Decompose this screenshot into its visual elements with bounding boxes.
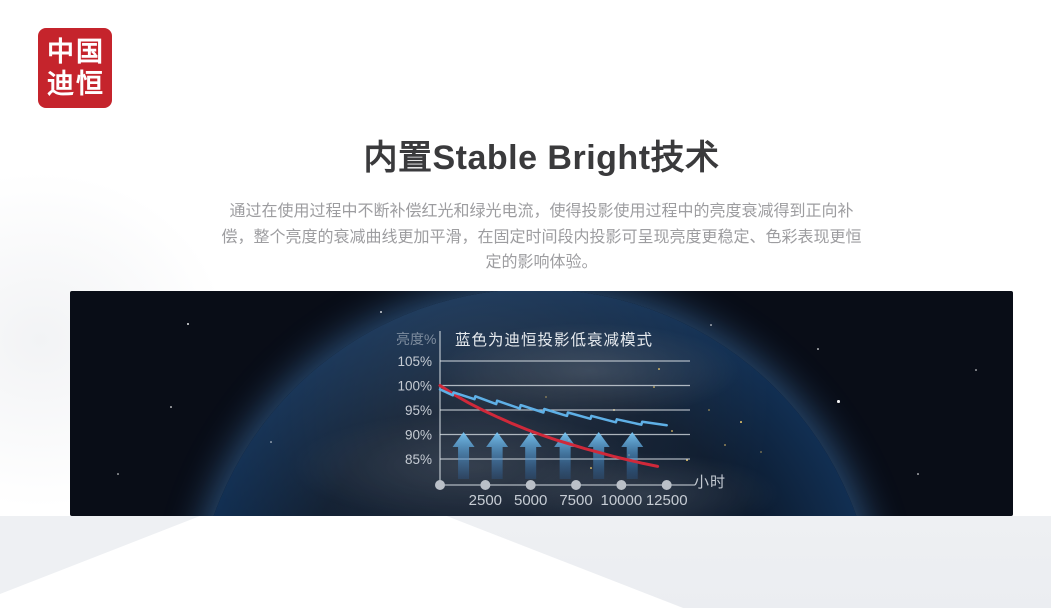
star-speck [837,400,840,403]
brightness-decay-chart: 亮度% 蓝色为迪恒投影低衰减模式 小时 105% 100% 95% 90% 85% 250… [70,291,1013,516]
star-speck [187,323,189,325]
svg-text:5000: 5000 [514,492,547,509]
compensation-arrow-icon [587,432,610,479]
city-light-speck [653,386,655,388]
compensation-arrow-icon [621,432,644,479]
compensation-arrow-icon [452,432,475,479]
city-light-speck [724,444,726,446]
city-light-speck [740,421,742,423]
star-speck [917,473,919,475]
hero-image-panel: 亮度% 蓝色为迪恒投影低衰减模式 小时 105% 100% 95% 90% 85% 250… [70,291,1013,516]
city-light-speck [686,459,688,461]
compensation-arrow-icon [519,432,542,479]
star-speck [817,348,819,350]
chart-canvas: 105% 100% 95% 90% 85% 2500 5000 7500 10000 12500 [397,331,695,509]
svg-text:100%: 100% [397,379,432,394]
x-axis-label: 小时 [694,474,727,491]
star-speck [117,473,119,475]
star-speck [170,406,172,408]
star-speck [710,324,712,326]
brand-logo: 中国 迪恒 [38,28,112,108]
brand-logo-line1: 中国 [47,36,105,67]
svg-text:2500: 2500 [469,492,502,509]
star-speck [975,369,977,371]
star-speck [270,441,272,443]
chart-legend: 蓝色为迪恒投影低衰减模式 [455,332,654,349]
series-blue_low_decay_mode [438,388,668,427]
city-light-speck [760,451,762,453]
svg-text:95%: 95% [405,403,432,418]
svg-text:90%: 90% [405,428,432,443]
page-description: 通过在使用过程中不断补偿红光和绿光电流，使得投影使用过程中的亮度衰减得到正向补偿… [221,203,862,271]
compensation-arrow-icon [486,432,509,479]
city-light-speck [671,430,673,432]
series-red_standard_decay [438,384,660,468]
svg-text:12500: 12500 [646,492,688,509]
star-speck [380,311,382,313]
svg-text:85%: 85% [405,452,432,467]
page-title: 内置Stable Bright技术 [363,139,720,177]
svg-text:10000: 10000 [601,492,643,509]
svg-text:105%: 105% [397,354,432,369]
description-wrap: 通过在使用过程中不断补偿红光和绿光电流，使得投影使用过程中的亮度衰减得到正向补偿… [70,199,1013,276]
city-light-speck [708,409,710,411]
svg-text:7500: 7500 [559,492,592,509]
city-light-speck [658,368,660,370]
y-axis-label: 亮度% [396,331,437,347]
city-light-speck [545,396,547,398]
city-light-speck [590,467,592,469]
brand-logo-line2: 迪恒 [47,69,105,99]
